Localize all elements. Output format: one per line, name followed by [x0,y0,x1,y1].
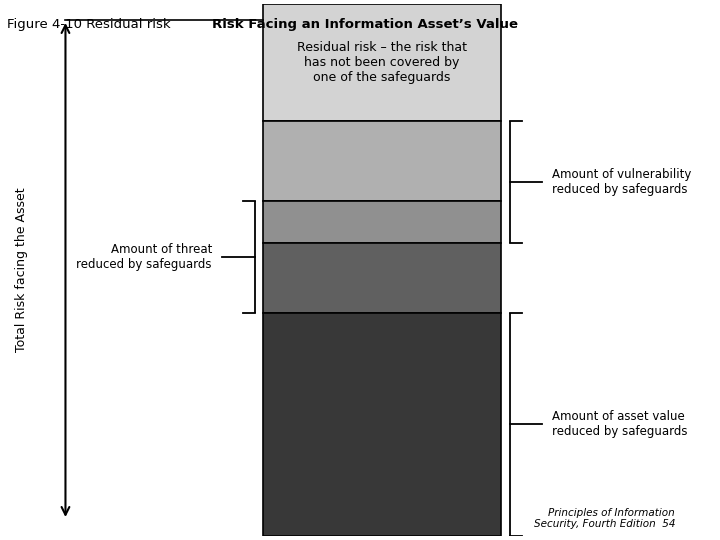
Text: Principles of Information
Security, Fourth Edition  54: Principles of Information Security, Four… [534,508,675,529]
Bar [263,201,501,244]
Bar [263,121,501,201]
Text: Amount of vulnerability
reduced by safeguards: Amount of vulnerability reduced by safeg… [552,168,692,196]
Bar [263,244,501,313]
Bar [263,4,501,121]
Text: Risk Facing an Information Asset’s Value: Risk Facing an Information Asset’s Value [212,18,518,31]
Text: Figure 4-10 Residual risk: Figure 4-10 Residual risk [7,18,171,31]
Text: Amount of asset value
reduced by safeguards: Amount of asset value reduced by safegua… [552,410,688,438]
Text: Residual risk – the risk that
has not been covered by
one of the safeguards: Residual risk – the risk that has not be… [297,41,467,84]
Text: Total Risk facing the Asset: Total Risk facing the Asset [14,188,27,352]
Text: Amount of threat
reduced by safeguards: Amount of threat reduced by safeguards [76,242,212,271]
Bar [263,313,501,536]
